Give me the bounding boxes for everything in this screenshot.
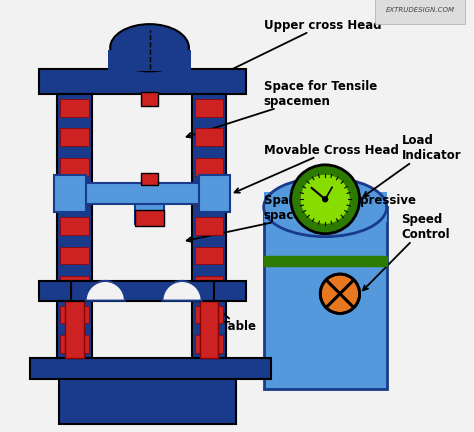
Bar <box>135 210 164 226</box>
Bar <box>60 99 89 117</box>
Circle shape <box>320 274 360 313</box>
Wedge shape <box>163 281 202 301</box>
Bar <box>264 192 387 222</box>
Bar <box>60 276 89 294</box>
Bar <box>71 281 217 301</box>
Bar <box>195 158 223 176</box>
Bar <box>264 256 387 266</box>
Text: Table: Table <box>201 294 256 334</box>
Bar <box>195 128 223 146</box>
Bar <box>59 375 236 424</box>
Circle shape <box>291 165 360 234</box>
Bar <box>135 204 164 224</box>
Bar <box>192 74 226 358</box>
Bar <box>71 183 217 204</box>
Bar <box>39 70 246 94</box>
Text: Space for Compressive
spacemen: Space for Compressive spacemen <box>187 194 416 242</box>
Wedge shape <box>86 281 125 301</box>
Bar <box>60 128 89 146</box>
Bar <box>29 358 271 379</box>
Ellipse shape <box>110 24 189 71</box>
Bar <box>54 175 86 212</box>
Bar <box>141 92 158 106</box>
Text: Movable Cross Head: Movable Cross Head <box>235 143 399 193</box>
Bar <box>195 99 223 117</box>
Bar <box>60 187 89 205</box>
Bar <box>264 207 387 389</box>
Bar <box>65 301 83 358</box>
Text: Speed
Control: Speed Control <box>363 213 450 290</box>
Text: EXTRUDESIGN.COM: EXTRUDESIGN.COM <box>385 7 455 13</box>
Bar <box>199 175 230 212</box>
Circle shape <box>300 174 351 225</box>
Text: Load
Indicator: Load Indicator <box>364 134 461 197</box>
Text: Upper cross Head: Upper cross Head <box>216 19 381 77</box>
Bar <box>39 281 71 301</box>
Bar <box>195 335 223 353</box>
Bar <box>60 335 89 353</box>
Bar <box>195 305 223 323</box>
Bar <box>108 50 191 71</box>
Bar <box>200 301 219 358</box>
Bar <box>60 247 89 264</box>
Bar <box>57 74 91 358</box>
Bar <box>195 187 223 205</box>
Bar <box>60 158 89 176</box>
Bar <box>215 281 246 301</box>
Circle shape <box>323 197 328 202</box>
Bar <box>195 217 223 235</box>
Ellipse shape <box>264 178 387 237</box>
Bar <box>141 173 158 184</box>
Text: Space for Tensile
spacemen: Space for Tensile spacemen <box>187 80 377 138</box>
Bar <box>195 276 223 294</box>
Bar <box>60 217 89 235</box>
Bar <box>195 247 223 264</box>
Bar <box>60 305 89 323</box>
